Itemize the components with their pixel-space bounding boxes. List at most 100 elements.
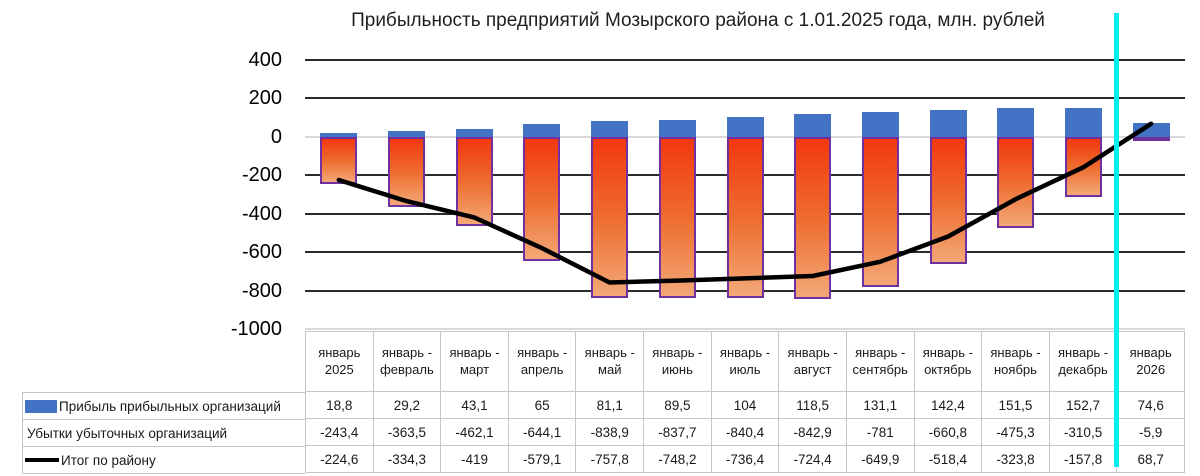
loss-bar bbox=[1132, 136, 1170, 141]
table-header-cell: январь - февраль bbox=[373, 332, 442, 392]
table-cell-total: -649,9 bbox=[846, 446, 915, 473]
loss-bar bbox=[320, 136, 358, 184]
table-cell-losses: -837,7 bbox=[644, 419, 712, 446]
table-cell-total: 68,7 bbox=[1117, 446, 1185, 473]
data-table-values: 18,8 29,2 43,1 65 81,1 89,5 104 118,5 131,1 142,4… bbox=[305, 392, 1185, 473]
table-header-cell: январь - апрель bbox=[508, 332, 577, 392]
y-axis-tick-label: -1000 bbox=[230, 318, 282, 340]
loss-bar bbox=[997, 136, 1035, 229]
legend-item-losses: Убытки убыточных организаций bbox=[23, 420, 305, 447]
table-cell-profit: 152,7 bbox=[1049, 392, 1118, 419]
table-cell-total: -157,8 bbox=[1049, 446, 1118, 473]
legend-label-losses: Убытки убыточных организаций bbox=[27, 425, 228, 441]
profit-bar bbox=[794, 114, 832, 137]
table-cell-losses: -363,5 bbox=[373, 419, 442, 446]
y-axis-tick-label: 0 bbox=[270, 125, 282, 148]
table-cell-profit: 151,5 bbox=[982, 392, 1050, 419]
table-cell-profit: 89,5 bbox=[644, 392, 712, 419]
y-axis-tick-label: 200 bbox=[248, 87, 282, 110]
table-cell-profit: 104 bbox=[711, 392, 780, 419]
chart-title: Прибыльность предприятий Мозырского райо… bbox=[351, 10, 1045, 31]
profit-bar bbox=[997, 107, 1035, 137]
table-cell-profit: 65 bbox=[508, 392, 577, 419]
table-cell-losses: -5,9 bbox=[1117, 419, 1185, 446]
table-cell-profit: 81,1 bbox=[576, 392, 645, 419]
table-cell-profit: 43,1 bbox=[441, 392, 509, 419]
table-cell-losses: -475,3 bbox=[982, 419, 1050, 446]
table-cell-total: -736,4 bbox=[711, 446, 780, 473]
table-cell-total: -323,8 bbox=[982, 446, 1050, 473]
table-cell-losses: -660,8 bbox=[914, 419, 983, 446]
table-header-cell: январь - июнь bbox=[644, 332, 712, 392]
profit-bar bbox=[1132, 122, 1170, 137]
table-cell-losses: -243,4 bbox=[306, 419, 374, 446]
table-header-cell: январь - июль bbox=[711, 332, 780, 392]
table-cell-total: -419 bbox=[441, 446, 509, 473]
legend-item-profit: Прибыль прибыльных организаций bbox=[23, 393, 305, 420]
loss-bar bbox=[523, 136, 561, 261]
table-cell-losses: -838,9 bbox=[576, 419, 645, 446]
gridline-400 bbox=[305, 59, 1185, 61]
y-axis-tick-label: -800 bbox=[241, 279, 282, 302]
loss-bar bbox=[929, 136, 967, 264]
profit-bar bbox=[591, 121, 629, 137]
legend-label-total: Итог по району bbox=[61, 452, 156, 468]
gridline--1000 bbox=[305, 328, 1185, 330]
table-cell-total: -748,2 bbox=[644, 446, 712, 473]
loss-bar bbox=[591, 136, 629, 299]
y-axis-tick-label: -400 bbox=[241, 202, 282, 225]
profit-bar bbox=[726, 116, 764, 137]
legend-column: Прибыль прибыльных организаций Убытки убы… bbox=[22, 392, 305, 474]
legend-label-profit: Прибыль прибыльных организаций bbox=[59, 398, 281, 414]
loss-bar bbox=[861, 136, 899, 287]
gridline-200 bbox=[305, 97, 1185, 100]
table-cell-profit: 131,1 bbox=[846, 392, 915, 419]
table-header-cell: январь - ноябрь bbox=[982, 332, 1050, 392]
table-cell-losses: -462,1 bbox=[441, 419, 509, 446]
table-header-cell: январь - август bbox=[779, 332, 847, 392]
table-header-cell: январь - сентябрь bbox=[846, 332, 915, 392]
y-axis-tick-label: 400 bbox=[248, 49, 282, 71]
loss-bar bbox=[1065, 136, 1102, 197]
loss-bar bbox=[388, 136, 425, 207]
y-axis-tick-label: -600 bbox=[241, 241, 282, 264]
table-cell-total: -724,4 bbox=[779, 446, 847, 473]
table-header-cell: январь - май bbox=[576, 332, 645, 392]
legend-item-total: Итог по району bbox=[23, 447, 305, 474]
table-cell-losses: -842,9 bbox=[779, 419, 847, 446]
table-cell-losses: -644,1 bbox=[508, 419, 577, 446]
y-axis-tick-label: -200 bbox=[241, 164, 282, 187]
table-cell-losses: -781 bbox=[846, 419, 915, 446]
profit-bar bbox=[658, 119, 696, 137]
profit-bar bbox=[1065, 107, 1102, 137]
table-cell-profit: 29,2 bbox=[373, 392, 442, 419]
table-cell-profit: 18,8 bbox=[306, 392, 374, 419]
table-cell-profit: 74,6 bbox=[1117, 392, 1185, 419]
table-cell-losses: -310,5 bbox=[1049, 419, 1118, 446]
table-header-cell: январь - март bbox=[441, 332, 509, 392]
table-cell-profit: 118,5 bbox=[779, 392, 847, 419]
table-cell-total: -579,1 bbox=[508, 446, 577, 473]
loss-bar bbox=[455, 136, 493, 226]
profit-bar bbox=[861, 111, 899, 137]
cyan-divider-line bbox=[1114, 13, 1119, 467]
line-swatch-icon bbox=[25, 458, 59, 462]
table-cell-losses: -840,4 bbox=[711, 419, 780, 446]
profit-swatch-icon bbox=[25, 399, 57, 413]
loss-bar bbox=[794, 136, 832, 299]
profit-bar bbox=[929, 109, 967, 137]
profit-bar bbox=[523, 124, 561, 137]
loss-bar bbox=[726, 136, 764, 299]
loss-bar bbox=[658, 136, 696, 298]
table-header-cell: январь - октябрь bbox=[914, 332, 983, 392]
table-cell-profit: 142,4 bbox=[914, 392, 983, 419]
table-header-cell: январь - декабрь bbox=[1049, 332, 1118, 392]
data-table-header-row: январь 2025 январь - февраль январь - март… bbox=[305, 331, 1185, 392]
table-header-cell: январь 2026 bbox=[1117, 332, 1185, 392]
table-cell-total: -224,6 bbox=[306, 446, 374, 473]
table-cell-total: -334,3 bbox=[373, 446, 442, 473]
profit-bar bbox=[455, 128, 493, 137]
table-header-cell: январь 2025 bbox=[306, 332, 374, 392]
table-cell-total: -518,4 bbox=[914, 446, 983, 473]
